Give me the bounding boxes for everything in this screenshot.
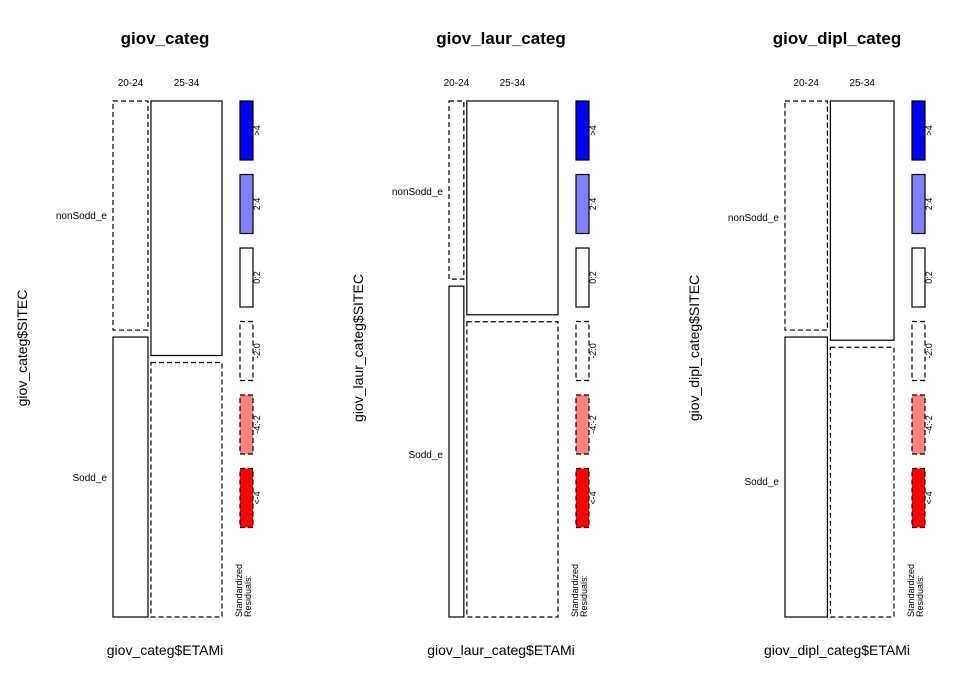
- mosaic-tile: [829, 346, 895, 618]
- y-axis-label: giov_categ$SITEC: [14, 290, 30, 407]
- mosaic-tile: [784, 336, 829, 618]
- legend-swatch: [239, 320, 254, 382]
- legend-label: 0:2: [588, 271, 598, 284]
- legend-swatch: [911, 247, 926, 308]
- mosaic-tile: [466, 321, 559, 618]
- legend-label: <-4: [588, 491, 598, 504]
- legend-label: -2:0: [924, 343, 934, 359]
- chart-title: giov_laur_categ: [436, 29, 565, 48]
- chart-title: giov_dipl_categ: [773, 29, 901, 48]
- mosaic-tile: [112, 100, 149, 331]
- legend-swatch: [575, 467, 590, 529]
- legend-title: Standardized: [906, 564, 916, 617]
- legend-label: >4: [588, 125, 598, 135]
- legend-label: 0:2: [924, 271, 934, 284]
- legend-label: -4:-2: [924, 415, 934, 434]
- column-label: 20-24: [118, 78, 144, 89]
- mosaic-tile: [150, 100, 223, 357]
- x-axis-label: giov_categ$ETAMi: [107, 642, 223, 658]
- row-label: nonSodd_e: [728, 213, 780, 224]
- legend-swatch: [239, 100, 254, 161]
- legend-label: >4: [252, 125, 262, 135]
- mosaic-tile: [112, 336, 149, 618]
- legend-swatch: [575, 100, 590, 161]
- legend-label: -4:-2: [588, 415, 598, 434]
- legend-label: -2:0: [588, 343, 598, 359]
- legend-label: 2:4: [588, 198, 598, 211]
- mosaic-tile: [448, 285, 465, 618]
- column-label: 20-24: [444, 78, 470, 89]
- chart-title: giov_categ: [121, 29, 210, 48]
- x-axis-label: giov_laur_categ$ETAMi: [427, 642, 575, 658]
- column-label: 20-24: [793, 78, 819, 89]
- legend-title: Residuals:: [243, 575, 253, 617]
- legend-label: -2:0: [252, 343, 262, 359]
- legend-swatch: [575, 320, 590, 382]
- row-label: Sodd_e: [745, 477, 780, 488]
- mosaic-tile: [784, 100, 829, 331]
- legend-title: Standardized: [234, 564, 244, 617]
- legend-swatch: [239, 467, 254, 529]
- legend-label: <-4: [924, 491, 934, 504]
- legend-swatch: [239, 247, 254, 308]
- y-axis-label: giov_laur_categ$SITEC: [350, 274, 366, 422]
- legend-title: Standardized: [570, 564, 580, 617]
- mosaic-tile: [448, 100, 465, 280]
- column-label: 25-34: [174, 78, 200, 89]
- legend-swatch: [239, 394, 254, 455]
- row-label: nonSodd_e: [56, 211, 108, 222]
- legend-label: 2:4: [924, 198, 934, 211]
- legend-label: -4:-2: [252, 415, 262, 434]
- mosaic-tile: [829, 100, 895, 341]
- column-label: 25-34: [500, 78, 526, 89]
- legend-label: 0:2: [252, 271, 262, 284]
- legend-swatch: [575, 247, 590, 308]
- legend-swatch: [239, 173, 254, 235]
- row-label: Sodd_e: [409, 450, 444, 461]
- legend-swatch: [911, 173, 926, 235]
- y-axis-label: giov_dipl_categ$SITEC: [686, 275, 702, 421]
- legend-title: Residuals:: [579, 575, 589, 617]
- legend-title: Residuals:: [915, 575, 925, 617]
- x-axis-label: giov_dipl_categ$ETAMi: [764, 642, 910, 658]
- row-label: nonSodd_e: [392, 187, 444, 198]
- legend-swatch: [911, 100, 926, 161]
- legend-label: 2:4: [252, 198, 262, 211]
- mosaic-tile: [466, 100, 559, 316]
- legend-swatch: [911, 320, 926, 382]
- legend-swatch: [911, 394, 926, 455]
- legend-label: >4: [924, 125, 934, 135]
- row-label: Sodd_e: [73, 473, 108, 484]
- legend-swatch: [575, 173, 590, 235]
- mosaic-tile: [150, 361, 223, 618]
- legend-swatch: [911, 467, 926, 529]
- column-label: 25-34: [849, 78, 875, 89]
- legend-swatch: [575, 394, 590, 455]
- legend-label: <-4: [252, 491, 262, 504]
